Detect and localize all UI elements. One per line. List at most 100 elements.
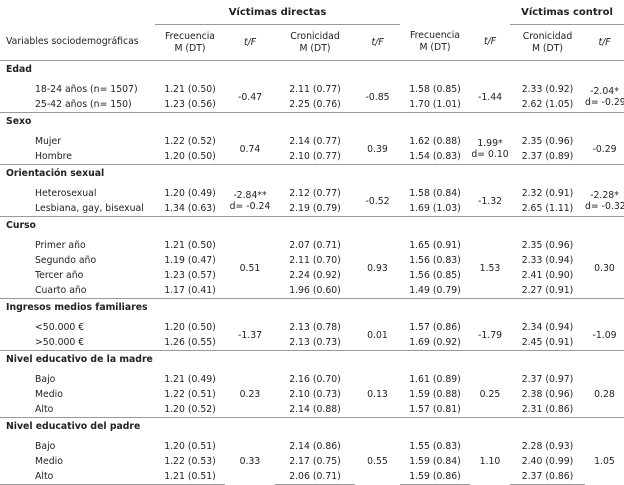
test-value: -1.44 <box>477 91 503 103</box>
cell-value: 1.56 (0.83) <box>409 255 461 266</box>
test-cell: 1.99* d= 0.10 <box>470 134 510 165</box>
test-value: 1.10 <box>479 456 501 468</box>
cell-value: 1.54 (0.83) <box>409 151 461 162</box>
column-header: t/F <box>225 24 275 61</box>
blank-cell <box>400 0 510 25</box>
column-subtitle: M (DT) <box>174 42 206 54</box>
row-label: 25-42 años (n= 150) <box>35 99 132 110</box>
column-header: t/F <box>355 24 400 61</box>
table-row: Heterosexual 1.20 (0.49) -2.84** d= -0.24 2.… <box>0 186 624 212</box>
cell-value: 1.58 (0.85) <box>409 84 461 95</box>
cell-value: 2.38 (0.96) <box>521 389 574 400</box>
test-value: -1.79 <box>477 329 503 341</box>
row-label: Hombre <box>35 151 72 162</box>
column-title: Frecuencia <box>164 30 216 42</box>
test-cell: 0.51 <box>225 238 275 299</box>
table-row: Cuarto año 1.17 (0.41) 1.96 (0.60) 1.49 (0.… <box>0 283 624 299</box>
cell-value: 1.17 (0.41) <box>164 285 216 296</box>
cell-value: 1.20 (0.50) <box>164 322 216 333</box>
section-title: Sexo <box>0 112 624 130</box>
test-value: d= -0.29 <box>585 97 624 108</box>
cell-value: 1.21 (0.51) <box>155 469 225 485</box>
cell-value: 1.20 (0.52) <box>164 404 216 415</box>
test-cell: -1.37 <box>225 320 275 351</box>
row-label: >50.000 € <box>35 337 85 348</box>
test-cell: -1.79 <box>470 320 510 351</box>
table-row: Bajo 1.21 (0.49) 0.23 2.16 (0.70) 0.13 1.61 (… <box>0 372 624 400</box>
cell-value: 1.20 (0.49) <box>164 188 216 199</box>
row-label: Alto <box>35 404 54 415</box>
cell-value: 1.34 (0.63) <box>164 203 216 214</box>
test-value: 1.05 <box>594 456 615 468</box>
test-value: -2.28* <box>590 190 619 201</box>
test-value: 0.74 <box>239 143 261 155</box>
test-value: 0.01 <box>367 329 388 341</box>
row-label: Segundo año <box>35 255 97 266</box>
cell-value: 1.59 (0.84) <box>409 456 461 467</box>
section-title: Curso <box>0 216 624 234</box>
table-row: Curso <box>0 216 624 234</box>
test-value: -1.37 <box>237 329 263 341</box>
cell-value: 2.13 (0.73) <box>289 337 341 348</box>
table-row: <50.000 € 1.20 (0.50) -1.37 2.13 (0.78) 0.01… <box>0 320 624 341</box>
cell-value: 1.57 (0.81) <box>409 404 461 415</box>
column-header: Cronicidad M (DT) <box>275 24 355 61</box>
section-title: Ingresos medios familiares <box>0 298 624 316</box>
cell-value: 1.57 (0.86) <box>409 322 461 333</box>
column-title: Cronicidad <box>290 30 340 42</box>
test-value: -1.32 <box>477 195 503 207</box>
test-value: 0.39 <box>367 143 388 155</box>
cell-value: 1.22 (0.52) <box>164 136 216 147</box>
test-value: -0.47 <box>237 91 263 103</box>
row-label: Bajo <box>35 374 56 385</box>
section-title: Nivel educativo del padre <box>0 417 624 435</box>
table-row: Ingresos medios familiares <box>0 298 624 316</box>
cell-value: 2.33 (0.94) <box>521 255 574 266</box>
test-value: 1.53 <box>479 262 501 274</box>
cell-value: 1.26 (0.55) <box>164 337 216 348</box>
cell-value: 1.21 (0.50) <box>164 240 216 251</box>
test-value: d= -0.32 <box>585 201 624 212</box>
test-cell: -1.32 <box>470 186 510 217</box>
test-value: -0.85 <box>365 91 390 103</box>
cell-value: 1.21 (0.49) <box>164 374 216 385</box>
cell-value: 2.27 (0.91) <box>521 285 574 296</box>
table-row: 18-24 años (n= 1507) 1.21 (0.50) -0.47 2.11… <box>0 82 624 108</box>
cell-value: 2.10 (0.73) <box>289 389 341 400</box>
cell-value: 2.14 (0.86) <box>289 441 341 452</box>
table-row: Medio 1.22 (0.51) 2.10 (0.73) 1.59 (0.88) 2.… <box>0 387 624 402</box>
blank-cell <box>0 0 155 25</box>
cell-value: 2.11 (0.77) <box>289 84 341 95</box>
test-value: d= -0.24 <box>229 201 271 212</box>
cell-value: 1.58 (0.84) <box>409 188 461 199</box>
cell-value: 2.19 (0.79) <box>289 203 341 214</box>
test-cell: 0.28 <box>585 372 624 418</box>
cell-value: 1.96 (0.60) <box>289 285 341 296</box>
table-row: Sexo <box>0 112 624 130</box>
table-row: Edad <box>0 60 624 78</box>
cell-value: 2.40 (0.99) <box>521 456 574 467</box>
cell-value: 2.12 (0.77) <box>289 188 341 199</box>
row-label: Mujer <box>35 136 62 147</box>
table-row: Alto 1.21 (0.51) 2.06 (0.71) 1.59 (0.86) 2.3… <box>0 469 624 485</box>
table-row: >50.000 € 1.26 (0.55) 2.13 (0.73) 1.69 (0.9… <box>0 335 624 351</box>
table-row: Mujer 1.22 (0.52) 0.74 2.14 (0.77) 0.39 1.62 … <box>0 134 624 160</box>
cell-value: 2.25 (0.76) <box>289 99 341 110</box>
cell-value: 1.56 (0.85) <box>409 270 461 281</box>
cell-value: 1.23 (0.56) <box>164 99 216 110</box>
table-row: Variables sociodemográficas Frecuencia M (… <box>0 24 624 61</box>
table-row: Primer año 1.21 (0.50) 0.51 2.07 (0.71) 0.93… <box>0 238 624 274</box>
test-cell: 0.23 <box>225 372 275 418</box>
cell-value: 2.65 (1.11) <box>521 203 574 214</box>
section-title: Nivel educativo de la madre <box>0 350 624 368</box>
table-row: Hombre 1.20 (0.50) 2.10 (0.77) 1.54 (0.83) 2… <box>0 149 624 165</box>
row-label: Medio <box>35 456 63 467</box>
cell-value: 1.65 (0.91) <box>409 240 461 251</box>
cell-value: 2.33 (0.92) <box>521 84 574 95</box>
cell-value: 1.62 (0.88) <box>409 136 461 147</box>
test-value: -0.52 <box>365 195 390 207</box>
test-value: 0.30 <box>594 262 615 274</box>
cell-value: 2.06 (0.71) <box>275 469 355 485</box>
